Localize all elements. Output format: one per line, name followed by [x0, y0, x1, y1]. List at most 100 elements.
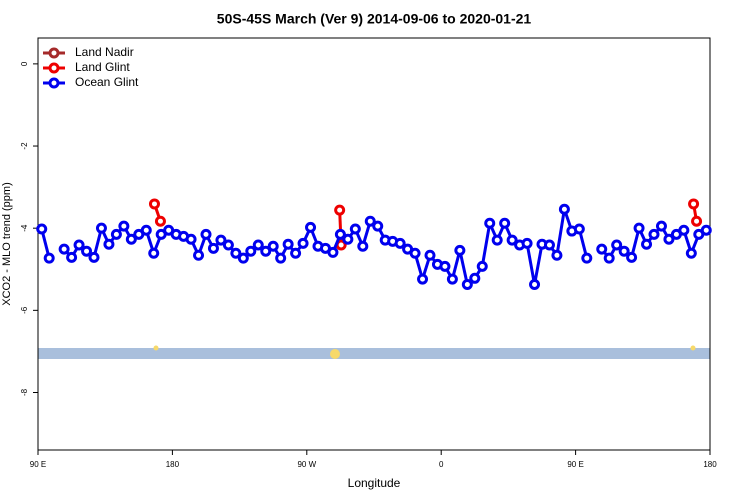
data-point: [417, 273, 429, 285]
data-point: [118, 220, 130, 232]
data-point: [648, 228, 660, 240]
data-point: [125, 233, 137, 245]
data-point: [691, 215, 703, 227]
data-point: [327, 246, 339, 258]
data-point: [476, 260, 488, 272]
legend-marker: [48, 47, 60, 59]
data-point: [573, 223, 585, 235]
data-point: [655, 220, 667, 232]
x-tick-label: 180: [703, 460, 717, 469]
strip-marker: [153, 345, 159, 351]
data-point: [506, 234, 518, 246]
data-point: [88, 251, 100, 263]
data-point: [110, 228, 122, 240]
y-tick-label: 0: [20, 61, 29, 66]
data-point: [558, 203, 570, 215]
data-point: [36, 223, 48, 235]
y-tick-label: -2: [20, 142, 29, 150]
strip-marker: [690, 345, 696, 351]
data-point: [611, 239, 623, 251]
chart-title: 50S-45S March (Ver 9) 2014-09-06 to 2020…: [217, 11, 532, 27]
data-point: [66, 251, 78, 263]
data-point: [252, 239, 264, 251]
data-point: [469, 272, 481, 284]
surface-strip: [38, 348, 710, 359]
data-point: [58, 243, 70, 255]
data-point: [230, 247, 242, 259]
data-point: [394, 237, 406, 249]
x-tick-label: 90 E: [567, 460, 583, 469]
data-point: [700, 224, 712, 236]
data-point: [409, 247, 421, 259]
data-point: [349, 223, 361, 235]
data-point: [73, 239, 85, 251]
y-tick-label: -4: [20, 224, 29, 232]
data-point: [521, 237, 533, 249]
data-point: [193, 249, 205, 261]
data-point: [140, 224, 152, 236]
data-point: [626, 251, 638, 263]
data-point: [484, 217, 496, 229]
y-axis-label: XCO2 - MLO trend (ppm): [1, 182, 13, 305]
data-point: [334, 228, 346, 240]
y-tick-label: -8: [20, 388, 29, 396]
legend-label: Ocean Glint: [75, 75, 139, 89]
data-point: [603, 252, 615, 264]
data-point: [596, 243, 608, 255]
data-point: [154, 215, 166, 227]
data-point: [364, 215, 376, 227]
data-point: [95, 222, 107, 234]
data-point: [267, 240, 279, 252]
x-axis-label: Longitude: [348, 476, 401, 490]
data-point: [491, 234, 503, 246]
data-point: [529, 278, 541, 290]
data-point: [200, 228, 212, 240]
data-point: [439, 260, 451, 272]
data-point: [581, 252, 593, 264]
y-tick-label: -6: [20, 306, 29, 314]
data-point: [275, 252, 287, 264]
data-point: [297, 237, 309, 249]
data-point: [305, 221, 317, 233]
legend-label: Land Nadir: [75, 45, 134, 59]
data-point: [618, 245, 630, 257]
data-point: [148, 198, 160, 210]
x-tick-label: 0: [439, 460, 444, 469]
strip-marker: [330, 349, 340, 359]
x-tick-label: 90 E: [30, 460, 46, 469]
plot-frame: [37, 37, 711, 451]
data-point: [185, 233, 197, 245]
data-point: [633, 222, 645, 234]
data-point: [357, 240, 369, 252]
data-point: [678, 224, 690, 236]
legend-marker: [48, 62, 60, 74]
data-point: [499, 217, 511, 229]
data-point: [461, 278, 473, 290]
data-point: [446, 273, 458, 285]
data-point: [688, 198, 700, 210]
legend-label: Land Glint: [75, 60, 130, 74]
data-point: [222, 239, 234, 251]
data-point: [282, 238, 294, 250]
x-tick-label: 90 W: [297, 460, 316, 469]
data-point: [290, 247, 302, 259]
x-tick-label: 180: [166, 460, 180, 469]
data-point: [334, 204, 346, 216]
data-point: [372, 220, 384, 232]
data-point: [81, 245, 93, 257]
data-point: [685, 247, 697, 259]
data-point: [103, 238, 115, 250]
data-point: [245, 245, 257, 257]
data-point: [260, 245, 272, 257]
data-point: [551, 249, 563, 261]
data-point: [663, 233, 675, 245]
data-point: [342, 233, 354, 245]
data-point: [207, 242, 219, 254]
data-point: [215, 234, 227, 246]
legend-marker: [48, 77, 60, 89]
data-point: [454, 244, 466, 256]
data-point: [43, 252, 55, 264]
data-point: [424, 249, 436, 261]
data-point: [148, 247, 160, 259]
